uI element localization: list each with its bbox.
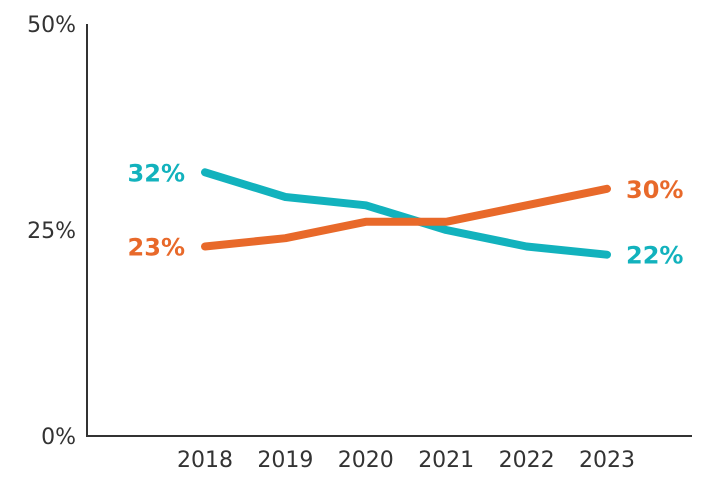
series-start-label: 32% xyxy=(128,159,185,187)
y-tick-label: 0% xyxy=(41,425,76,450)
series-end-label: 30% xyxy=(626,176,683,204)
series-end-label: 22% xyxy=(626,242,683,270)
x-tick-label: 2019 xyxy=(257,448,313,473)
series-line-0 xyxy=(201,168,611,259)
y-tick-labels: 0% 25% 50% xyxy=(27,13,76,450)
axes xyxy=(86,24,692,437)
y-tick-label: 25% xyxy=(27,219,76,244)
y-tick-label: 50% xyxy=(27,13,76,38)
x-tick-label: 2023 xyxy=(579,448,635,473)
series-data-labels: 32% 22% 23% 30% xyxy=(128,159,684,269)
x-tick-label: 2020 xyxy=(338,448,394,473)
series-line-1 xyxy=(201,184,611,251)
series-start-label: 23% xyxy=(128,233,185,261)
x-tick-labels: 2018 2019 2020 2021 2022 2023 xyxy=(177,448,635,473)
series-lines xyxy=(201,168,611,259)
x-tick-label: 2021 xyxy=(418,448,474,473)
x-tick-label: 2018 xyxy=(177,448,233,473)
x-tick-label: 2022 xyxy=(499,448,555,473)
